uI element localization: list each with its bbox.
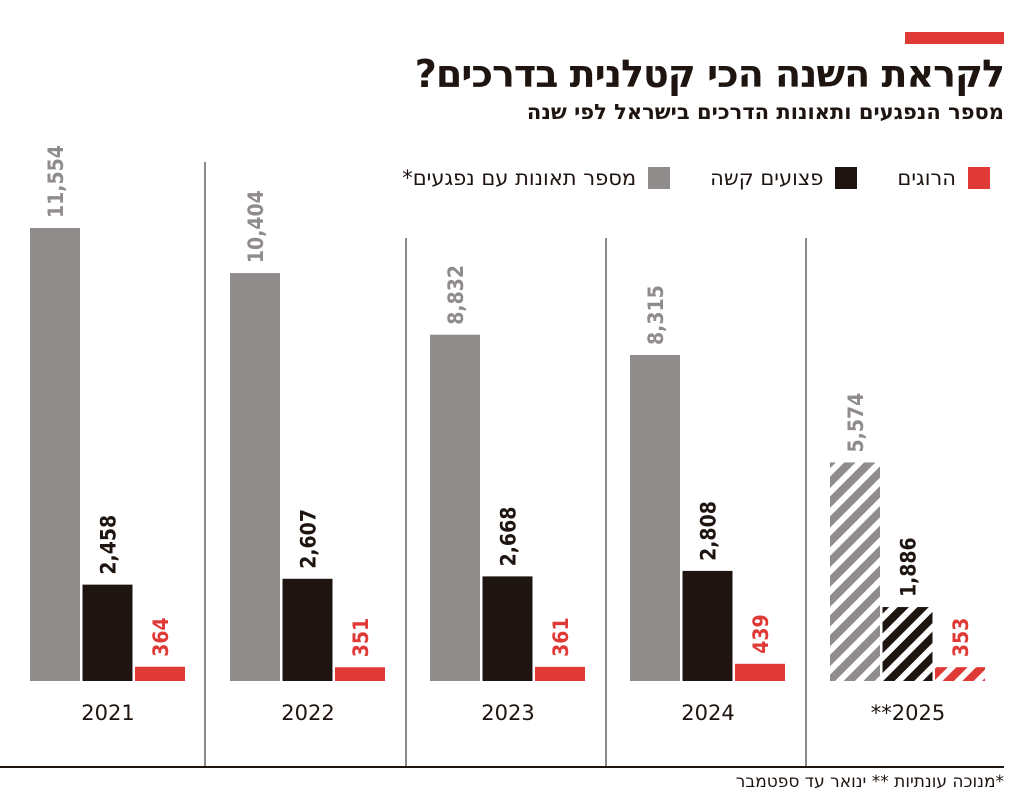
legend-item-killed: הרוגים bbox=[897, 166, 990, 190]
value-label-injured-2022: 2,607 bbox=[297, 509, 321, 569]
bar-injured-2022 bbox=[282, 578, 333, 681]
bar-killed-2023 bbox=[535, 666, 585, 681]
bar-killed-2025 bbox=[935, 667, 985, 681]
bar-accidents-2021 bbox=[30, 228, 80, 681]
legend-swatch-killed bbox=[968, 167, 990, 189]
legend-swatch-injured bbox=[835, 167, 858, 189]
bar-accidents-2025 bbox=[830, 462, 880, 681]
bar-killed-2021 bbox=[135, 666, 185, 681]
value-label-injured-2023: 2,668 bbox=[497, 507, 521, 567]
bar-injured-2021 bbox=[82, 584, 133, 681]
value-label-killed-2022: 351 bbox=[349, 618, 373, 657]
bar-killed-2022 bbox=[335, 667, 385, 681]
bar-accidents-2024 bbox=[630, 354, 680, 681]
value-label-killed-2021: 364 bbox=[149, 617, 173, 656]
value-label-killed-2024: 439 bbox=[749, 614, 773, 653]
value-label-accidents-2023: 8,832 bbox=[444, 265, 468, 325]
value-label-accidents-2021: 11,554 bbox=[44, 145, 68, 218]
accent-bar bbox=[905, 32, 1004, 44]
bar-injured-2024 bbox=[682, 570, 733, 681]
legend: הרוגים פצועים קשה מספר תאונות עם נפגעים* bbox=[402, 166, 990, 190]
year-label: 2022 bbox=[281, 701, 334, 725]
value-label-killed-2025: 353 bbox=[949, 618, 973, 657]
legend-item-injured: פצועים קשה bbox=[710, 166, 858, 190]
year-label: **2025 bbox=[871, 701, 945, 725]
value-label-accidents-2022: 10,404 bbox=[244, 190, 268, 263]
value-label-injured-2021: 2,458 bbox=[97, 515, 121, 575]
value-label-killed-2023: 361 bbox=[549, 617, 573, 656]
bar-injured-2023 bbox=[482, 576, 533, 681]
value-label-injured-2025: 1,886 bbox=[897, 537, 921, 597]
year-label: 2024 bbox=[681, 701, 734, 725]
bar-injured-2025 bbox=[882, 607, 933, 681]
year-label: 2021 bbox=[81, 701, 134, 725]
legend-label-killed: הרוגים bbox=[897, 166, 956, 190]
footnote: *מנוכה עונתיות ** ינואר עד ספטמבר bbox=[735, 772, 1004, 792]
value-label-injured-2024: 2,808 bbox=[697, 501, 721, 561]
value-label-accidents-2024: 8,315 bbox=[644, 285, 668, 345]
chart-title: לקראת השנה הכי קטלנית בדרכים? bbox=[414, 52, 1005, 96]
chart-subtitle: מספר הנפגעים ותאונות הדרכים בישראל לפי ש… bbox=[526, 100, 1004, 124]
bar-killed-2024 bbox=[735, 663, 785, 681]
legend-item-accidents: מספר תאונות עם נפגעים* bbox=[402, 166, 671, 190]
legend-label-injured: פצועים קשה bbox=[710, 166, 824, 190]
legend-label-accidents: מספר תאונות עם נפגעים* bbox=[402, 166, 637, 190]
bar-accidents-2023 bbox=[430, 334, 480, 681]
value-label-accidents-2025: 5,574 bbox=[844, 393, 868, 453]
bar-accidents-2022 bbox=[230, 273, 280, 681]
year-label: 2023 bbox=[481, 701, 534, 725]
legend-swatch-accidents bbox=[648, 167, 671, 189]
